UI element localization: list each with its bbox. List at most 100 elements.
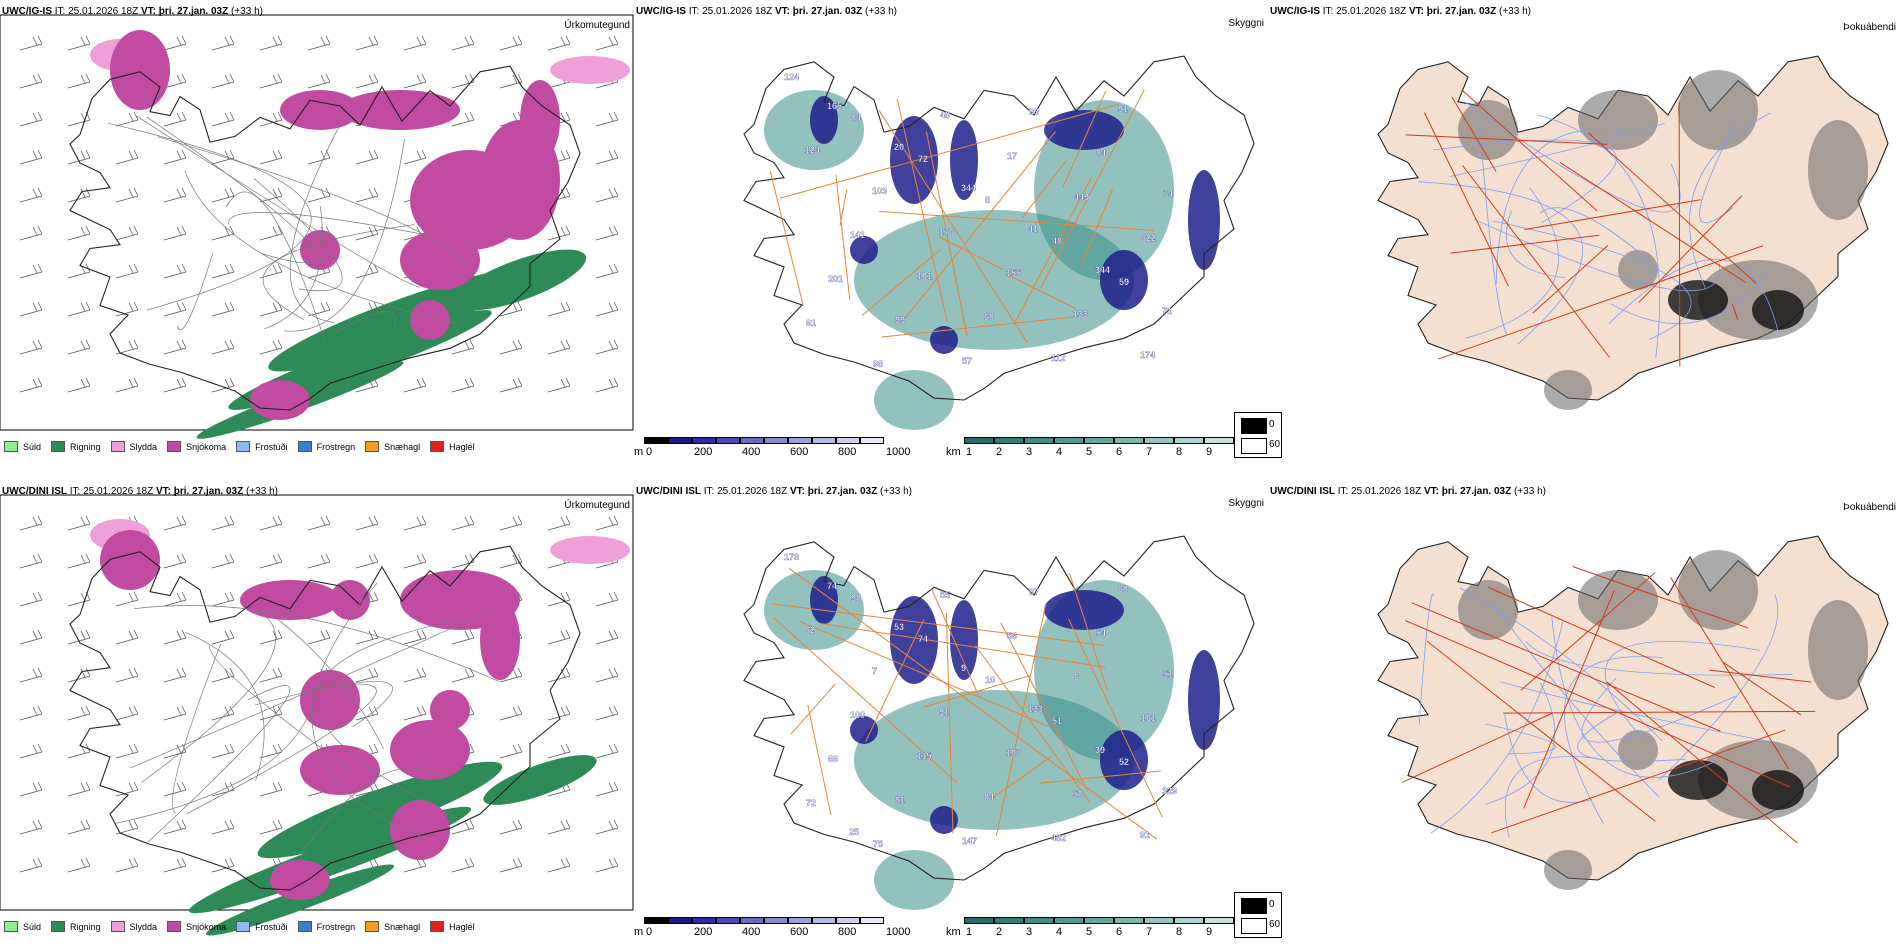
wind-barb bbox=[595, 111, 619, 127]
wind-barb bbox=[163, 781, 187, 797]
cloudbase-label: 17 bbox=[1007, 151, 1017, 161]
road-line bbox=[839, 189, 848, 226]
cloudbase-label: 66 bbox=[828, 754, 838, 764]
wind-barb bbox=[403, 73, 427, 89]
wind-barb bbox=[67, 225, 91, 241]
colorbar-segment bbox=[1114, 917, 1144, 924]
fog-shade bbox=[1578, 570, 1658, 630]
colorbar-segment bbox=[860, 437, 884, 444]
colorbar-segment bbox=[836, 917, 860, 924]
colorbar-segment bbox=[644, 437, 668, 444]
wind-barb bbox=[163, 149, 187, 165]
wind-barb bbox=[19, 339, 43, 355]
colorbar-tick: 5 bbox=[1086, 446, 1093, 458]
wind-barb bbox=[547, 515, 571, 531]
cloudbase-label: 84 bbox=[1096, 148, 1106, 158]
wind-barb bbox=[67, 515, 91, 531]
road-line bbox=[820, 622, 1106, 668]
precip-panel-row2: UWC/DINI ISL IT: 25.01.2026 18Z VT: þri.… bbox=[0, 480, 634, 950]
wind-barb bbox=[595, 629, 619, 645]
legend-swatch bbox=[236, 921, 251, 932]
fog-shade bbox=[1808, 120, 1868, 220]
wind-barb bbox=[499, 301, 523, 317]
river-line bbox=[1525, 641, 1793, 676]
road-line bbox=[1067, 618, 1163, 818]
river-line bbox=[1492, 220, 1692, 340]
fog-key-row1: 0 60 bbox=[1234, 412, 1282, 458]
wind-barb bbox=[499, 515, 523, 531]
legend-item: Slydda bbox=[110, 441, 157, 452]
cloudbase-labels-row2: 178 98 74 10 51 52 72 75 55 56 6 161 66 81 147 87 54 51 10… bbox=[784, 552, 1177, 849]
fog-shade bbox=[1678, 70, 1758, 150]
sleet-area bbox=[550, 536, 630, 564]
legend-swatch bbox=[365, 441, 380, 452]
road-line bbox=[769, 171, 804, 307]
cloudbase-label: 58 bbox=[1073, 789, 1083, 799]
river-line bbox=[1449, 122, 1665, 178]
road-line bbox=[335, 311, 396, 333]
wind-barb bbox=[163, 515, 187, 531]
wind-barb bbox=[451, 377, 475, 393]
road-line bbox=[1678, 102, 1681, 367]
colorbar-segment bbox=[1204, 917, 1234, 924]
road-line bbox=[1462, 165, 1610, 358]
wind-barb bbox=[259, 35, 283, 51]
road-line bbox=[991, 756, 1052, 800]
wind-barb bbox=[595, 591, 619, 607]
fog-key-white bbox=[1241, 918, 1267, 934]
legend-item: Snjókoma bbox=[167, 921, 226, 932]
wind-barb bbox=[211, 339, 235, 355]
wind-barb bbox=[211, 111, 235, 127]
cloudbase-label: 62 bbox=[805, 625, 815, 635]
cloudbase-label: 72 bbox=[806, 798, 816, 808]
fog-shade bbox=[1544, 850, 1592, 890]
road-line bbox=[1426, 640, 1656, 822]
wind-barb bbox=[451, 339, 475, 355]
cloud-panel-row2: 178 98 74 10 51 52 72 75 55 56 6 161 66 81 147 87 54 51 10… bbox=[634, 480, 1268, 950]
colorbar-tick: 8 bbox=[1176, 926, 1183, 938]
cloudbase-label: 329 bbox=[1162, 786, 1177, 796]
colorbar-tick: 3 bbox=[1026, 926, 1033, 938]
colorbar-tick: 7 bbox=[1146, 926, 1153, 938]
wind-barb bbox=[211, 35, 235, 51]
wind-barb bbox=[211, 301, 235, 317]
wind-barb bbox=[259, 73, 283, 89]
colorbar-segment bbox=[668, 917, 692, 924]
snow-area bbox=[250, 380, 310, 420]
wind-barb bbox=[19, 263, 43, 279]
wind-barb bbox=[115, 743, 139, 759]
wind-barb bbox=[595, 705, 619, 721]
colorbar-tick: 9 bbox=[1206, 446, 1213, 458]
wind-barb bbox=[19, 111, 43, 127]
wind-barb bbox=[595, 35, 619, 51]
colorbar-tick: 0 bbox=[646, 926, 653, 938]
cloudbase-label: 93 bbox=[1029, 107, 1039, 117]
wind-barb bbox=[403, 35, 427, 51]
road-line bbox=[1021, 160, 1067, 218]
wind-barb bbox=[163, 705, 187, 721]
colorbar-tick: 8 bbox=[1176, 446, 1183, 458]
wind-barb bbox=[67, 667, 91, 683]
road-line bbox=[878, 109, 1028, 343]
precip-legend-row1: Súld Rigning Slydda Snjókoma Frostúði Fr… bbox=[4, 441, 475, 452]
colorbar-segment bbox=[788, 437, 812, 444]
legend-item: Snæhagl bbox=[365, 921, 420, 932]
snow-area bbox=[100, 530, 160, 590]
road-line bbox=[1401, 712, 1553, 783]
wind-barb bbox=[211, 377, 235, 393]
cloudbase-label: 51 bbox=[1163, 669, 1173, 679]
road-line bbox=[1451, 96, 1497, 172]
cloudbase-label: 72 bbox=[918, 154, 928, 164]
wind-barb bbox=[307, 35, 331, 51]
fog-key-black bbox=[1241, 898, 1267, 914]
cloudbase-label: 75 bbox=[873, 839, 883, 849]
colorbar-tick: 200 bbox=[694, 926, 713, 938]
colorbar-tick: 4 bbox=[1056, 926, 1063, 938]
cloudbase-label: 61 bbox=[806, 318, 816, 328]
cloudbase-label: 39 bbox=[1095, 745, 1105, 755]
colorbar-tick: 2 bbox=[996, 446, 1003, 458]
cloudbase-label: 100 bbox=[850, 710, 865, 720]
fog-shade-dense bbox=[1752, 770, 1804, 810]
road-line bbox=[228, 212, 428, 236]
road-line bbox=[1503, 710, 1816, 714]
